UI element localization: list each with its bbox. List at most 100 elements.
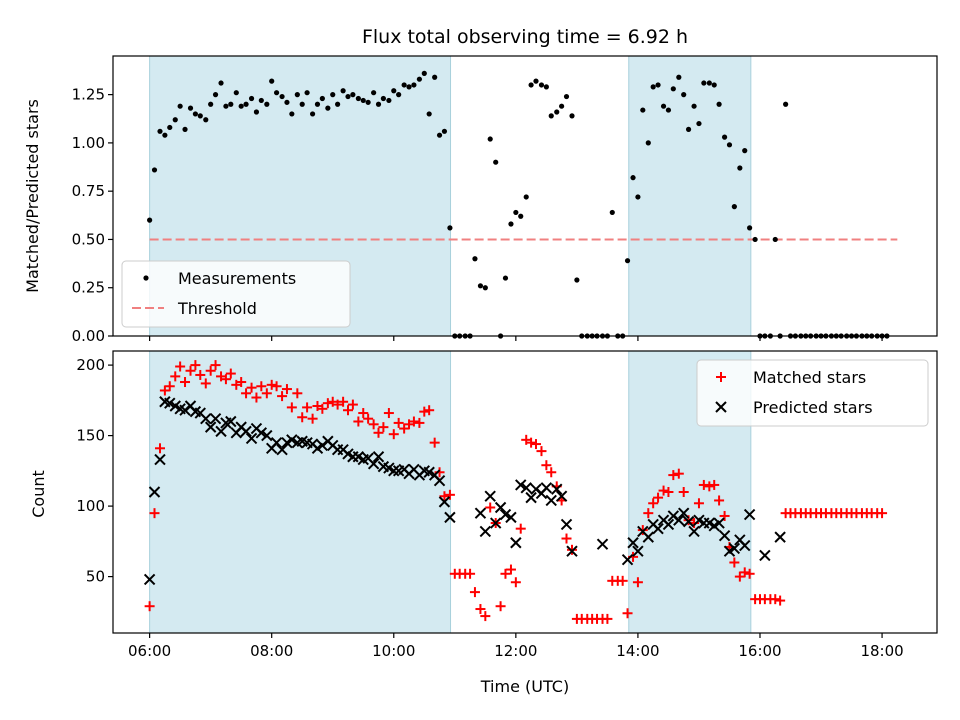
data-point [477, 283, 484, 289]
data-point [401, 82, 407, 88]
data-point [419, 406, 430, 417]
data-point [650, 84, 656, 90]
data-point [621, 553, 634, 566]
data-point [236, 377, 247, 388]
data-point [563, 93, 570, 100]
data-point [678, 487, 689, 497]
data-point [561, 533, 572, 544]
y-tick-label: 0.50 [72, 230, 105, 248]
data-point [713, 517, 725, 529]
data-point [525, 491, 537, 504]
data-point [704, 481, 715, 492]
data-point [304, 90, 310, 96]
data-point [721, 134, 728, 140]
data-point [663, 487, 674, 497]
data-point [388, 465, 400, 477]
data-point [658, 485, 669, 496]
data-point [803, 333, 809, 339]
data-point [484, 490, 496, 502]
data-point [444, 511, 456, 524]
x-tick-label: 14:00 [616, 642, 659, 660]
data-point [602, 613, 613, 624]
data-point [426, 111, 432, 117]
data-point [770, 594, 781, 605]
data-point [314, 101, 321, 107]
data-point [731, 204, 737, 210]
data-point [518, 213, 524, 219]
data-point [523, 194, 529, 200]
data-point [510, 537, 522, 549]
y-tick-label: 100 [76, 497, 105, 515]
data-point [706, 80, 712, 86]
data-point [438, 496, 451, 508]
data-point [309, 111, 316, 117]
data-point [253, 109, 260, 115]
data-point [350, 92, 356, 98]
data-point [299, 101, 305, 107]
data-point [744, 568, 755, 579]
data-point [682, 515, 695, 528]
data-point [200, 378, 211, 389]
data-point [551, 483, 563, 495]
data-point [709, 479, 720, 490]
data-point [317, 403, 328, 414]
y-tick-label: 200 [76, 356, 105, 374]
data-point [617, 575, 628, 586]
data-point [718, 530, 731, 542]
data-point [513, 209, 519, 216]
data-point [818, 333, 824, 339]
data-point [261, 429, 273, 442]
data-point [228, 101, 234, 107]
data-point [673, 468, 684, 479]
data-point [869, 333, 875, 339]
data-point [493, 159, 499, 165]
y-tick-label: 0.75 [72, 182, 105, 200]
data-point [681, 92, 687, 98]
data-point [441, 128, 448, 134]
data-point [319, 95, 325, 102]
data-point [192, 111, 198, 117]
data-point [808, 333, 814, 339]
data-point [246, 382, 257, 393]
data-point [737, 165, 743, 171]
data-point [653, 492, 664, 503]
data-point [411, 82, 417, 88]
legend-label: Predicted stars [753, 398, 873, 417]
data-point [777, 333, 783, 339]
data-point [677, 507, 690, 519]
data-point [579, 333, 585, 339]
data-point [743, 508, 756, 521]
data-point [292, 388, 303, 399]
data-point [172, 117, 178, 123]
data-point [371, 90, 377, 96]
data-point [566, 545, 578, 557]
data-point [414, 417, 425, 428]
data-point [162, 132, 168, 138]
data-point [545, 494, 557, 507]
data-point [505, 511, 517, 524]
data-point [182, 126, 188, 132]
data-point [462, 333, 468, 339]
data-point [474, 507, 487, 519]
data-point [655, 82, 661, 88]
data-point [739, 567, 750, 578]
data-point [495, 601, 506, 612]
data-point [154, 453, 166, 466]
data-point [660, 103, 667, 109]
data-point [342, 405, 353, 416]
data-point [630, 175, 636, 181]
data-point [360, 97, 366, 104]
series-x [143, 396, 786, 586]
data-point [345, 93, 351, 100]
data-point [599, 333, 606, 339]
data-point [520, 482, 532, 494]
data-point [378, 422, 389, 433]
data-point [813, 333, 819, 339]
y-tick-label: 150 [76, 427, 105, 445]
data-point [632, 577, 643, 588]
data-point [281, 384, 292, 395]
legend-label: Threshold [177, 299, 257, 318]
data-point [642, 531, 655, 543]
data-point [208, 101, 214, 107]
